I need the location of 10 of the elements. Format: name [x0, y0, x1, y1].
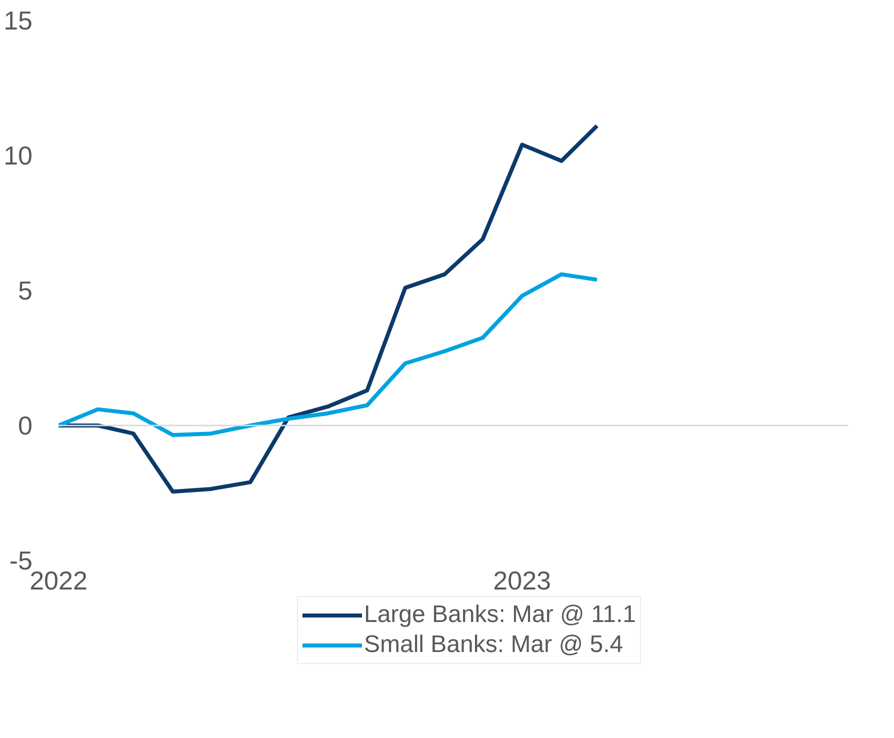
legend-label: Small Banks: Mar @ 5.4 [364, 631, 624, 659]
x-tick-label: 2022 [30, 566, 88, 596]
y-tick-label: 0 [18, 410, 33, 440]
line-series [58, 124, 600, 494]
line-series [58, 272, 600, 437]
y-tick-label: 10 [4, 140, 32, 170]
y-tick-label: 5 [18, 276, 33, 306]
legend-label: Large Banks: Mar @ 11.1 [364, 601, 636, 629]
y-tick-label: 15 [4, 6, 32, 36]
x-tick-label: 2023 [493, 566, 552, 596]
